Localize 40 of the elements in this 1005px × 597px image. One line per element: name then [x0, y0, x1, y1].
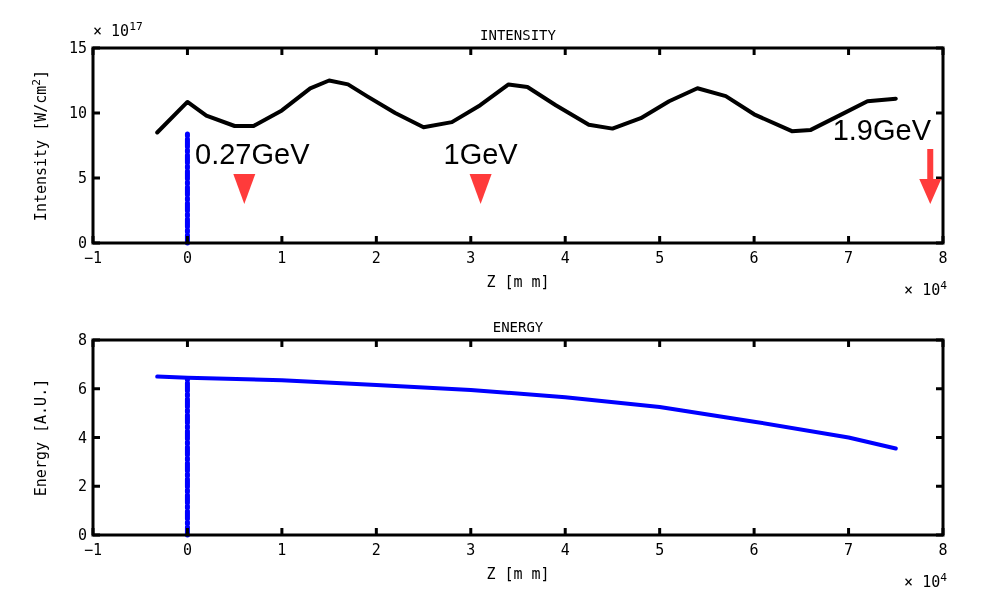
y-tick-label: 10: [68, 104, 87, 122]
x-tick-label: 8: [938, 249, 948, 267]
x-tick-label: 2: [371, 541, 381, 559]
x-tick-label: 1: [277, 541, 287, 559]
x-tick-label: 0: [182, 541, 192, 559]
x-tick-label: −1: [83, 249, 103, 267]
y-tick-label: 2: [77, 477, 87, 496]
x-tick-label: 3: [466, 249, 476, 267]
x-tick-label: 3: [466, 541, 476, 559]
y-axis-title: Energy [A.U.]: [32, 378, 50, 497]
y-tick-label: 0: [77, 526, 87, 544]
chart-title: INTENSITY: [480, 27, 557, 43]
x-tick-label: 1: [277, 249, 287, 267]
x-axis-title: Z [m m]: [486, 273, 550, 291]
x-tick-label: 4: [560, 541, 570, 559]
y-tick-label: 15: [68, 39, 87, 57]
x-tick-label: 7: [844, 541, 854, 559]
annotation: 1.9GeV: [832, 114, 932, 146]
x-tick-label: 7: [844, 249, 854, 267]
y-tick-label: 8: [77, 331, 87, 349]
annotation: 1GeV: [443, 138, 519, 170]
annotation: 0.27GeV: [195, 138, 311, 170]
x-tick-label: 6: [749, 541, 759, 559]
y-tick-label: 4: [77, 428, 87, 447]
x-tick-label: 5: [655, 249, 665, 267]
x-tick-label: 0: [182, 249, 192, 267]
x-tick-label: 5: [655, 541, 665, 559]
y-tick-label: 5: [77, 169, 87, 187]
y-tick-label: 0: [77, 234, 87, 252]
text: × 10$^{4}$: [904, 278, 948, 299]
text: × 10$^{17}$: [93, 19, 143, 40]
x-axis-title: Z [m m]: [486, 565, 550, 583]
x-tick-label: 8: [938, 541, 948, 559]
x-tick-label: 4: [560, 249, 570, 267]
x-tick-label: 6: [749, 249, 759, 267]
chart-title: ENERGY: [492, 319, 544, 335]
y-tick-label: 6: [77, 379, 87, 398]
x-tick-label: −1: [83, 541, 103, 559]
x-tick-label: 2: [371, 249, 381, 267]
text: × 10$^{4}$: [904, 570, 948, 591]
